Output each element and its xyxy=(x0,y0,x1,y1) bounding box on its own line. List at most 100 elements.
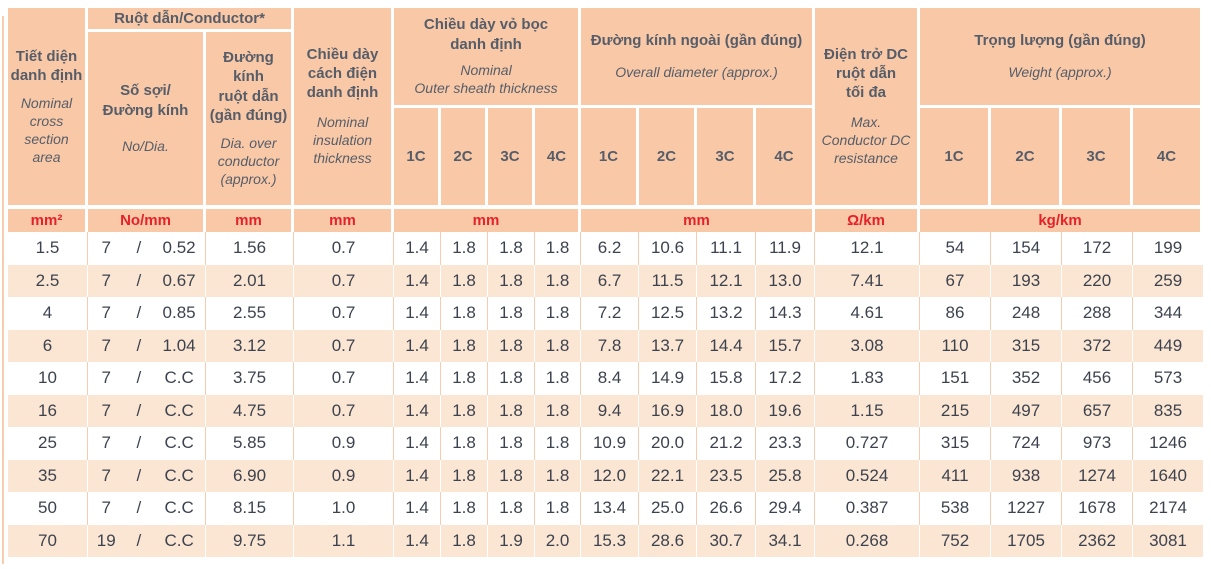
header-diameter-4c: 4C xyxy=(756,108,816,205)
cell-diameter-1c: 15.3 xyxy=(581,524,640,557)
table-body: 1.5 7/0.52 1.56 0.7 1.4 1.8 1.8 1.8 6.2 10.6 11.1 1… xyxy=(8,232,1204,557)
cell-conductor-dia: 2.55 xyxy=(206,297,295,330)
cell-weight-2c: 193 xyxy=(991,264,1063,297)
cell-no-dia: 7 / C.C xyxy=(88,427,206,460)
header-dia-over-conductor-vi: Đường kính ruột dẫn (gần đúng) xyxy=(209,49,288,124)
cell-sheath-2c: 1.8 xyxy=(441,427,489,460)
header-dc-resistance-en: Max. Conductor DC resistance xyxy=(821,114,911,167)
cell-weight-2c: 1227 xyxy=(991,492,1063,525)
cell-conductor-dia: 2.01 xyxy=(206,264,295,297)
cell-sheath-2c: 1.8 xyxy=(441,264,489,297)
cell-diameter-4c: 15.7 xyxy=(756,329,816,362)
header-weight-group-en: Weight (approx.) xyxy=(1008,64,1112,81)
slash-separator: / xyxy=(136,465,142,485)
strand-diameter: C.C xyxy=(164,530,194,550)
cell-weight-4c: 199 xyxy=(1133,232,1204,265)
cell-sheath-4c: 1.8 xyxy=(535,394,582,427)
cell-weight-3c: 172 xyxy=(1062,232,1134,265)
cell-sheath-3c: 1.8 xyxy=(488,492,536,525)
header-conductor-group-label: Ruột dẫn/Conductor* xyxy=(114,9,265,27)
cell-sheath-4c: 1.8 xyxy=(535,264,582,297)
table-row: 10 7/C.C 3.75 0.7 1.4 1.8 1.8 1.8 8.4 14.9 15.8 17.… xyxy=(8,362,1204,395)
cell-weight-3c: 2362 xyxy=(1062,524,1134,557)
header-weight-group: Trọng lượng (gần đúng) Weight (approx.) xyxy=(920,8,1204,108)
cell-cross-section: 16 xyxy=(8,394,88,427)
header-weight-2c: 2C xyxy=(991,108,1063,205)
header-sheath-3c: 3C xyxy=(488,108,536,205)
cell-diameter-4c: 14.3 xyxy=(756,297,816,330)
cell-sheath-1c: 1.4 xyxy=(394,264,442,297)
cell-diameter-3c: 11.1 xyxy=(697,232,757,265)
cell-diameter-4c: 29.4 xyxy=(756,492,816,525)
table-row: 6 7/1.04 3.12 0.7 1.4 1.8 1.8 1.8 7.8 13.7 14.4 15.… xyxy=(8,329,1204,362)
cell-weight-4c: 449 xyxy=(1133,329,1204,362)
page-edge-rule xyxy=(2,16,4,564)
cell-weight-1c: 151 xyxy=(920,362,992,395)
strand-count: 7 xyxy=(101,498,111,518)
cell-diameter-2c: 10.6 xyxy=(639,232,698,265)
cell-diameter-1c: 8.4 xyxy=(581,362,640,395)
header-insulation-vi: Chiều dày cách điện danh định xyxy=(306,45,379,102)
cell-sheath-1c: 1.4 xyxy=(394,232,442,265)
cell-cross-section: 50 xyxy=(8,492,88,525)
cell-insulation: 0.9 xyxy=(294,427,395,460)
header-weight-4c: 4C xyxy=(1133,108,1204,205)
unit-dc-resistance: Ω/km xyxy=(815,205,921,232)
cell-diameter-3c: 26.6 xyxy=(697,492,757,525)
cell-weight-4c: 1246 xyxy=(1133,427,1204,460)
cell-dc-resistance: 7.41 xyxy=(815,264,921,297)
cell-sheath-2c: 1.8 xyxy=(441,492,489,525)
header-strands-en: No/Dia. xyxy=(122,137,169,154)
cell-sheath-1c: 1.4 xyxy=(394,394,442,427)
cell-conductor-dia: 3.75 xyxy=(206,362,295,395)
cell-conductor-dia: 8.15 xyxy=(206,492,295,525)
unit-sheath: mm xyxy=(394,205,582,232)
cell-sheath-3c: 1.8 xyxy=(488,297,536,330)
cell-diameter-1c: 7.2 xyxy=(581,297,640,330)
cell-diameter-3c: 30.7 xyxy=(697,524,757,557)
cell-diameter-1c: 6.7 xyxy=(581,264,640,297)
cell-diameter-4c: 17.2 xyxy=(756,362,816,395)
header-dia-over-conductor: Đường kính ruột dẫn (gần đúng) Dia. over… xyxy=(206,32,295,205)
cell-sheath-4c: 1.8 xyxy=(535,362,582,395)
cell-weight-2c: 724 xyxy=(991,427,1063,460)
cell-dc-resistance: 0.387 xyxy=(815,492,921,525)
cell-conductor-dia: 3.12 xyxy=(206,329,295,362)
cell-diameter-3c: 21.2 xyxy=(697,427,757,460)
header-insulation-en: Nominal insulation thickness xyxy=(312,114,373,167)
table-row: 2.5 7/0.67 2.01 0.7 1.4 1.8 1.8 1.8 6.7 11.5 12.1 1… xyxy=(8,264,1204,297)
cell-dc-resistance: 0.268 xyxy=(815,524,921,557)
cell-insulation: 0.7 xyxy=(294,232,395,265)
cell-weight-3c: 657 xyxy=(1062,394,1134,427)
cell-sheath-4c: 1.8 xyxy=(535,459,582,492)
cell-diameter-4c: 23.3 xyxy=(756,427,816,460)
cell-cross-section: 6 xyxy=(8,329,88,362)
cell-weight-1c: 110 xyxy=(920,329,992,362)
cell-conductor-dia: 9.75 xyxy=(206,524,295,557)
cell-no-dia: 7 / C.C xyxy=(88,362,206,395)
header-sheath-2c: 2C xyxy=(441,108,489,205)
cable-spec-table: Tiết diện danh định Nominal cross sectio… xyxy=(8,8,1204,557)
cell-diameter-3c: 12.1 xyxy=(697,264,757,297)
cell-weight-4c: 1640 xyxy=(1133,459,1204,492)
cell-diameter-1c: 13.4 xyxy=(581,492,640,525)
cell-sheath-1c: 1.4 xyxy=(394,362,442,395)
strand-diameter: 0.52 xyxy=(162,238,196,258)
cell-weight-4c: 2174 xyxy=(1133,492,1204,525)
header-conductor-group: Ruột dẫn/Conductor* xyxy=(88,8,295,32)
cell-sheath-3c: 1.8 xyxy=(488,459,536,492)
table-row: 16 7/C.C 4.75 0.7 1.4 1.8 1.8 1.8 9.4 16.9 18.0 19.… xyxy=(8,394,1204,427)
cell-diameter-4c: 19.6 xyxy=(756,394,816,427)
unit-cross-section: mm² xyxy=(8,205,88,232)
cell-no-dia: 7 / 0.67 xyxy=(88,264,206,297)
cell-sheath-3c: 1.8 xyxy=(488,264,536,297)
cell-no-dia: 7 / C.C xyxy=(88,394,206,427)
cell-cross-section: 25 xyxy=(8,427,88,460)
header-dc-resistance-vi: Điện trở DC ruột dẫn tối đa xyxy=(824,45,909,102)
cell-insulation: 0.7 xyxy=(294,394,395,427)
cell-diameter-2c: 20.0 xyxy=(639,427,698,460)
cell-weight-2c: 497 xyxy=(991,394,1063,427)
cell-weight-3c: 220 xyxy=(1062,264,1134,297)
cell-dc-resistance: 4.61 xyxy=(815,297,921,330)
cell-diameter-4c: 25.8 xyxy=(756,459,816,492)
